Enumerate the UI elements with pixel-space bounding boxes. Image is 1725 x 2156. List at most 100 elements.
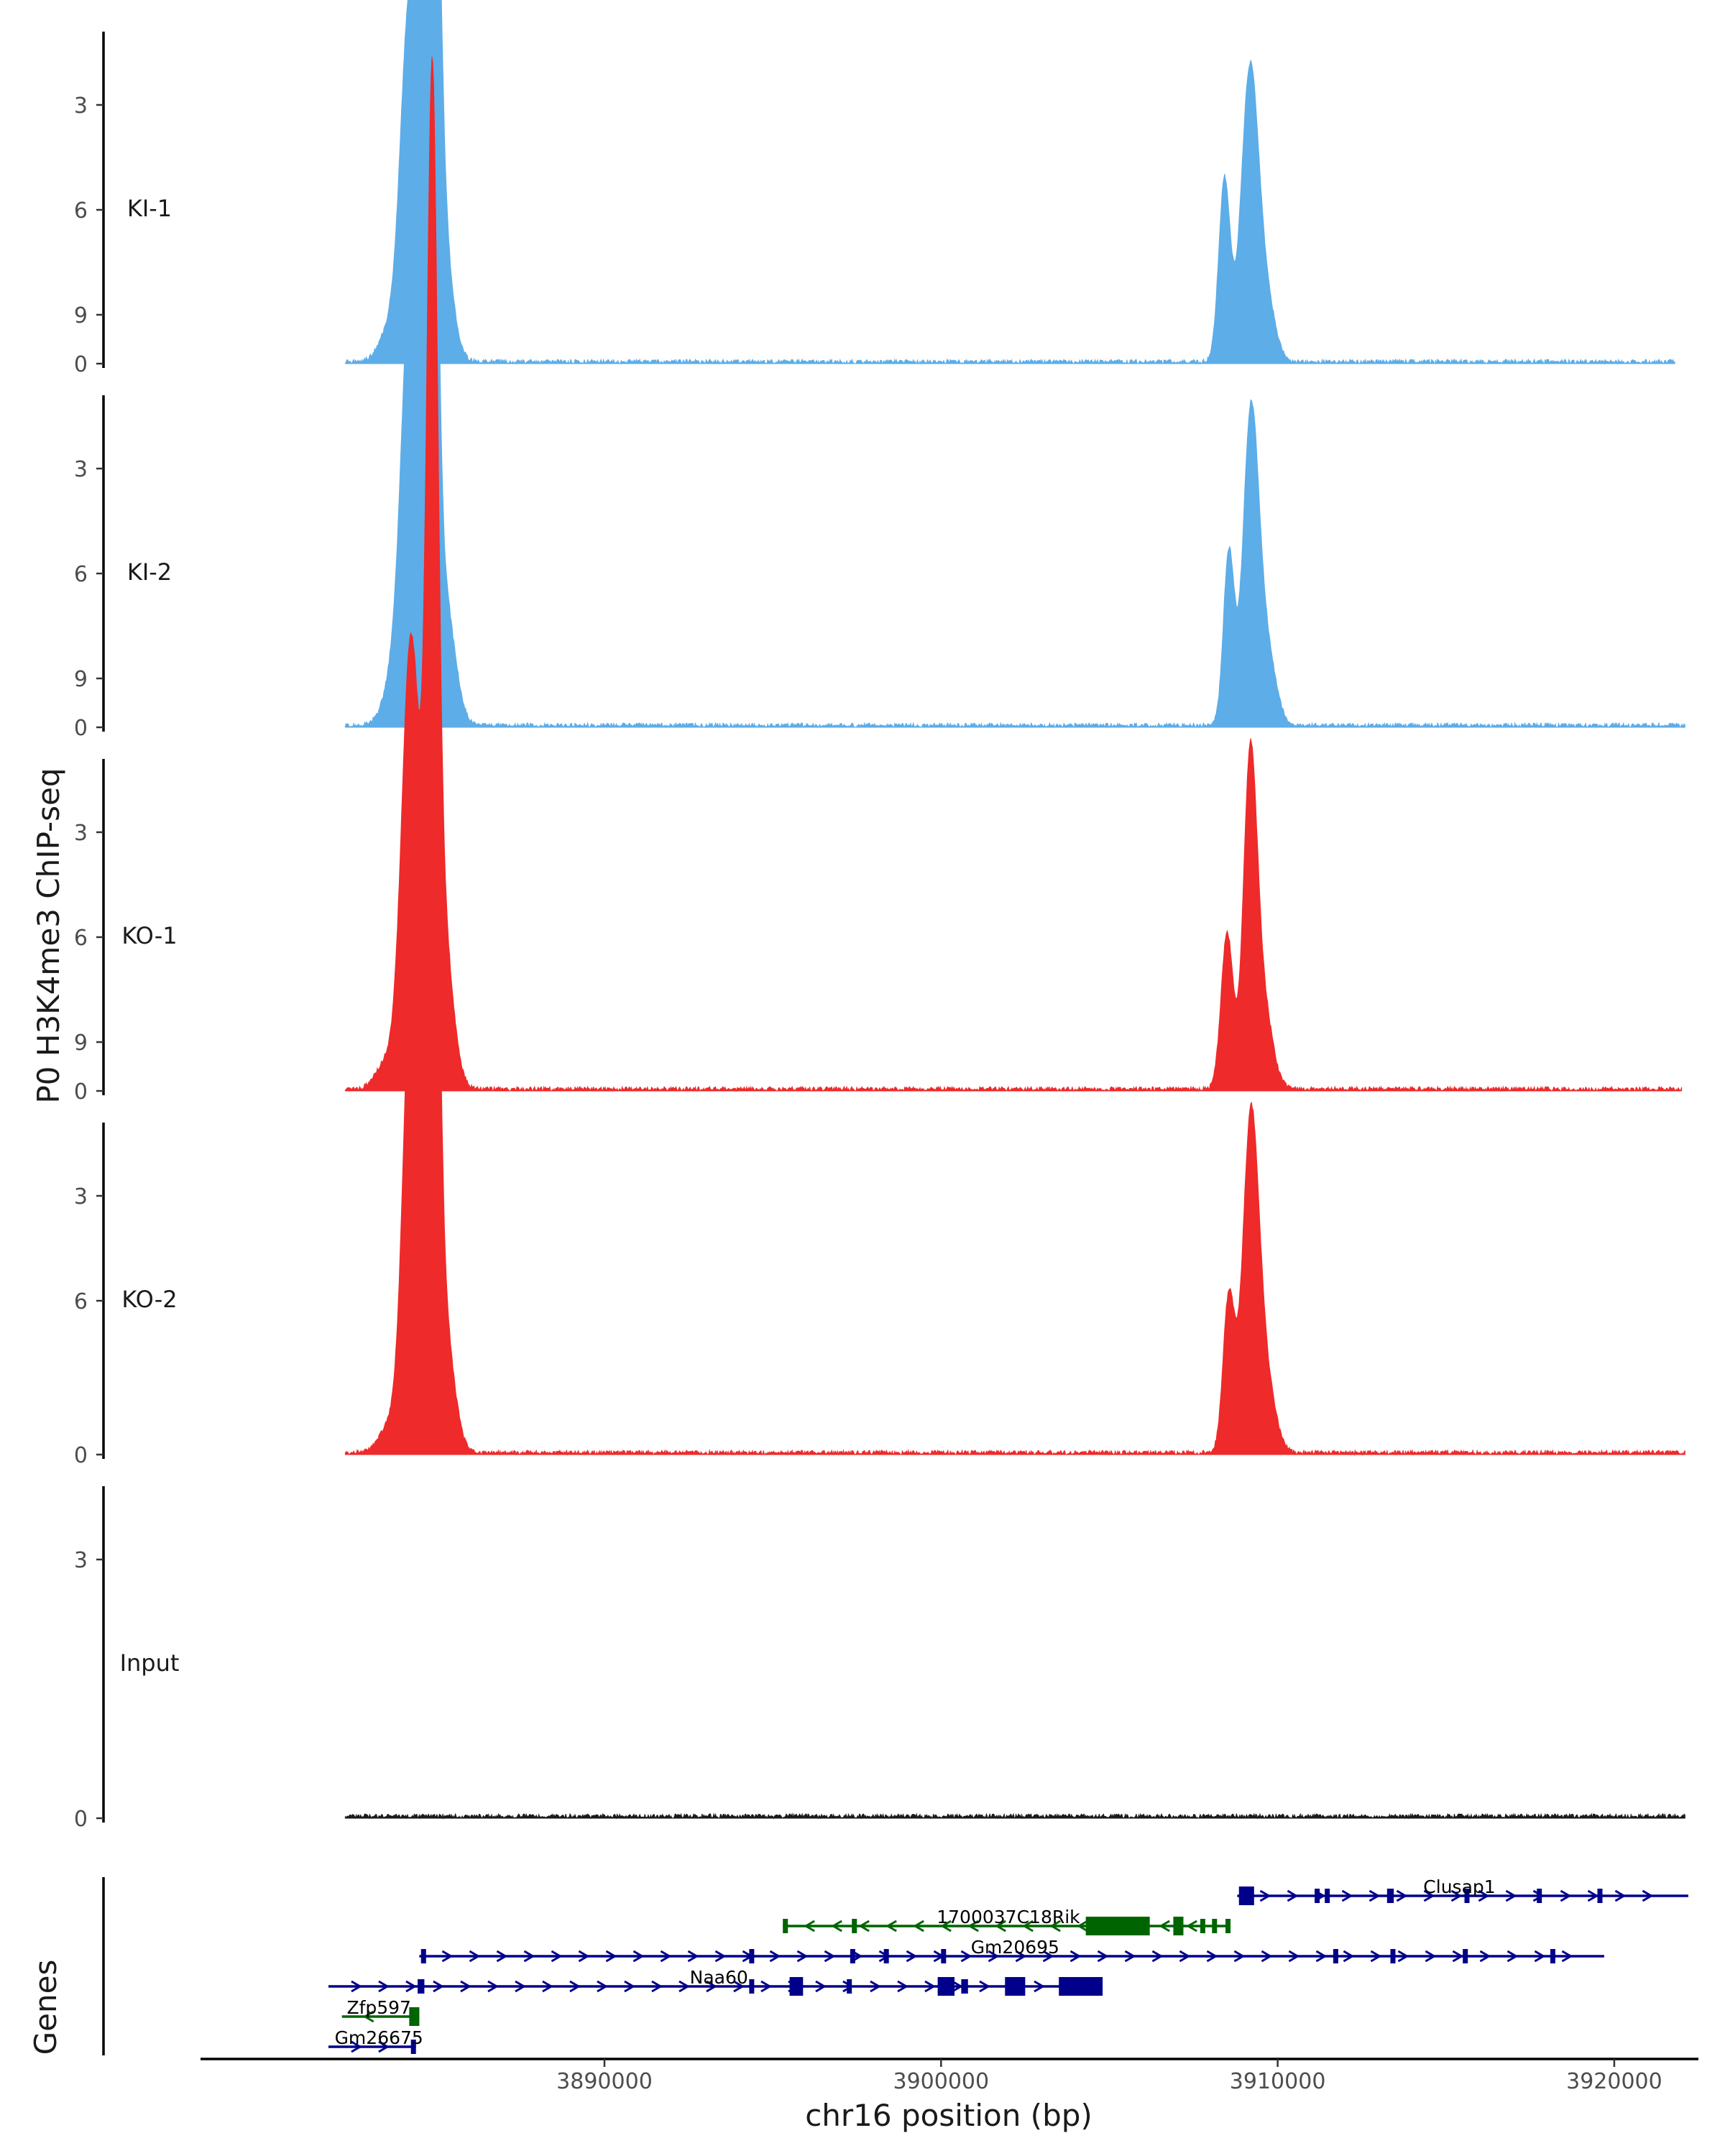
strand-chevron [1532,1889,1545,1902]
coverage-area-ko-1 [344,56,1683,1092]
x-axis: 3890000 3900000 3910000 3920000 [201,2058,1698,2094]
strand-chevron [1505,1889,1517,1902]
coverage-area-ko-2 [344,433,1685,1456]
y-tick-label: 3 [74,821,88,846]
coverage-area-ki-1 [344,0,1675,365]
gene-gm20695: Gm20695 [419,1937,1604,1963]
strand-chevron [441,1950,454,1963]
x-tick-label: 3900000 [893,2069,989,2094]
strand-chevron [1206,1950,1218,1963]
strand-chevron [796,1950,809,1963]
strand-chevron [1534,1950,1546,1963]
y-tick-label: 0 [74,1807,88,1832]
track-ko-2: 0 3 6 9 KO-2 [74,433,1685,1468]
x-tick-label: 3920000 [1566,2069,1662,2094]
signal-tracks: 0369KI-10369KI-20369KO-10369KO-20369Inpu… [74,0,1685,1832]
strand-chevron [706,1980,717,1993]
strand-chevron [1370,1950,1382,1963]
strand-chevron [496,1950,508,1963]
strand-chevron [351,1980,362,1993]
x-tick-label: 3890000 [556,2069,653,2094]
genes-track-title: Genes [28,1960,63,2055]
strand-chevron [1288,1950,1300,1963]
strand-chevron [1561,1950,1573,1963]
strand-chevron [523,1950,535,1963]
gene-label: Zfp597 [346,1997,411,2018]
strand-chevron [1186,1920,1197,1932]
y-tick-label: 3 [74,1548,88,1573]
track-label: KO-2 [121,1286,177,1313]
strand-chevron [1341,1889,1353,1902]
strand-chevron [687,1950,699,1963]
strand-chevron [578,1950,590,1963]
y-tick-label: 9 [74,667,88,692]
strand-chevron [378,1980,390,1993]
strand-chevron [1151,1950,1164,1963]
strand-chevron [1259,1889,1271,1902]
x-tick-label: 3910000 [1230,2069,1326,2094]
strand-chevron [515,1980,526,1993]
gene-label: Gm20695 [971,1937,1059,1958]
strand-chevron [433,1980,444,1993]
strand-chevron [1450,1889,1463,1902]
strand-chevron [913,1920,924,1932]
exon [749,1979,755,1994]
track-ki-1: 0 3 6 9 KI-1 [74,0,1675,377]
y-tick-label: 9 [74,303,88,328]
strand-chevron [1261,1950,1273,1963]
y-axis-title: P0 H3K4me3 ChIP-seq [31,768,66,1103]
strand-chevron [1179,1950,1191,1963]
strand-chevron [1097,1950,1109,1963]
track-label: Input [120,1649,180,1677]
strand-chevron [906,1950,918,1963]
track-label: KO-1 [121,922,177,949]
strand-chevron [979,1980,990,1993]
exon [1238,1886,1254,1905]
exon [783,1919,788,1933]
strand-chevron [967,1920,979,1932]
strand-chevron [831,1920,842,1932]
track-ko-1: 0 3 6 9 KO-1 [74,56,1683,1105]
strand-chevron [351,2040,362,2053]
strand-chevron [1587,1889,1599,1902]
strand-chevron [605,1950,617,1963]
y-tick-label: 6 [74,562,88,587]
exon [1537,1889,1542,1903]
strand-chevron [924,1980,936,1993]
strand-chevron [624,1980,635,1993]
exon [1005,1977,1026,1996]
strand-chevron [551,1950,563,1963]
y-tick-label: 9 [74,1031,88,1056]
strand-chevron [995,1920,1006,1932]
exon [1225,1919,1231,1933]
strand-chevron [815,1980,827,1993]
y-tick-label: 3 [74,93,88,119]
strand-chevron [897,1980,908,1993]
strand-chevron [1397,1950,1409,1963]
y-tick-label: 0 [74,352,88,377]
gene-label: 1700037C18Rik [937,1907,1080,1927]
exon [852,1919,857,1933]
strand-chevron [632,1950,645,1963]
gene-naa60: Naa60 [328,1967,1103,1996]
strand-chevron [569,1980,581,1993]
gene-label: Clusap1 [1423,1876,1495,1897]
exon [961,1979,968,1994]
exon [1173,1917,1184,1935]
strand-chevron [1506,1950,1519,1963]
strand-chevron [1368,1889,1381,1902]
strand-chevron [886,1920,897,1932]
strand-chevron [460,1980,472,1993]
y-tick-label: 0 [74,1079,88,1105]
strand-chevron [870,1980,881,1993]
strand-chevron [542,1980,553,1993]
gene-zfp597: Zfp597 [341,1997,420,2026]
strand-chevron [1034,1980,1045,1993]
strand-chevron [1425,1950,1437,1963]
strand-chevron [714,1950,727,1963]
strand-chevron [769,1950,781,1963]
strand-chevron [1049,1920,1061,1932]
track-input: 0 3 6 9 Input [74,1031,1685,1832]
strand-chevron [378,2040,390,2053]
exon [1597,1889,1603,1903]
